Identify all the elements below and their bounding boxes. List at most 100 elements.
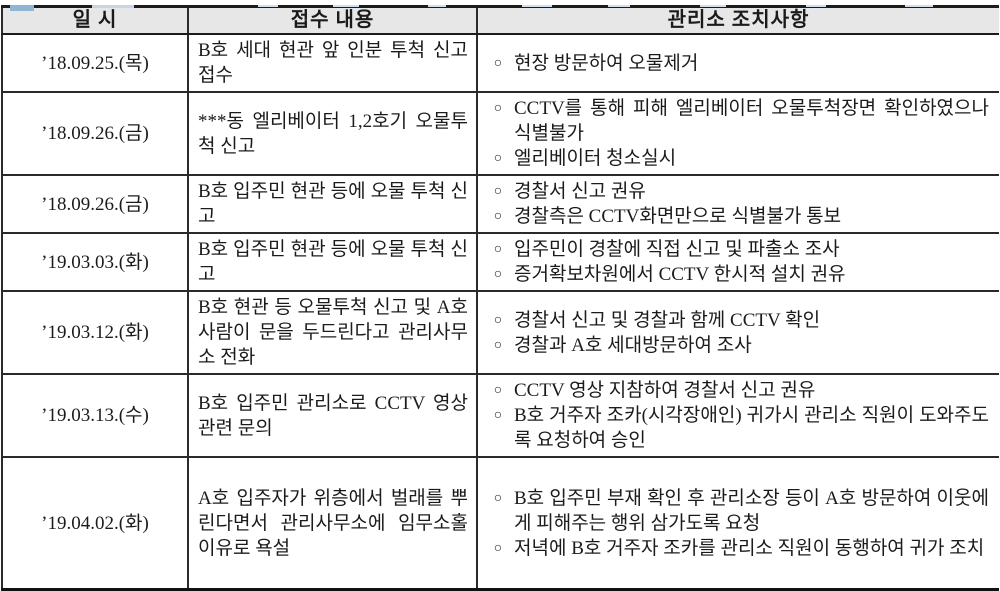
table-row: ’19.03.13.(수) B호 입주민 관리소로 CCTV 영상관련 문의 ○… — [2, 374, 999, 458]
action-text: 경찰과 A호 세대방문하여 조사 — [514, 334, 752, 356]
circle-bullet-icon: ○ — [493, 151, 503, 166]
scan-artifact — [905, 5, 933, 7]
action-item: ○ 경찰서 신고 및 경찰과 함께 CCTV 확인 — [482, 308, 993, 333]
scan-artifact — [258, 5, 278, 7]
date-cell: ’19.03.12.(화) — [2, 291, 189, 375]
complaint-log-table: 일 시 접수 내용 관리소 조치사항 ’18.09.25.(목) B호 세대 현… — [1, 5, 999, 591]
scan-artifact — [92, 5, 134, 8]
received-text: A호 입주자가 위층에서 벌래를 뿌린다면서 관리사무소에 임무소홀 이유로 욕… — [198, 487, 468, 559]
action-item: ○ B호 입주민 부재 확인 후 관리소장 등이 A호 방문하여 이웃에게 피해… — [482, 486, 993, 536]
action-list: ○ 입주민이 경찰에 직접 신고 및 파출소 조사 ○ 증거확보차원에서 CCT… — [478, 234, 999, 290]
date-text: ’19.03.12.(화) — [41, 322, 149, 343]
action-item: ○ 입주민이 경찰에 직접 신고 및 파출소 조사 — [482, 237, 993, 262]
received-cell: B호 입주민 관리소로 CCTV 영상관련 문의 — [188, 374, 478, 458]
action-item: ○ 경찰측은 CCTV화면만으로 식별불가 통보 — [482, 204, 993, 229]
action-text: 경찰서 신고 및 경찰과 함께 CCTV 확인 — [514, 309, 821, 331]
table-row: ’19.03.03.(화) B호 입주민 현관 등에 오물 투척 신고 ○ 입주… — [2, 233, 999, 292]
received-text: B호 입주민 현관 등에 오물 투척 신고 — [198, 239, 468, 285]
scan-artifact — [333, 5, 359, 7]
action-item: ○ 현장 방문하여 오물제거 — [482, 51, 993, 76]
received-cell: B호 입주민 현관 등에 오물 투척 신고 — [188, 175, 478, 234]
circle-bullet-icon: ○ — [493, 490, 503, 506]
action-item: ○ CCTV 영상 지참하여 경찰서 신고 권유 — [482, 378, 993, 403]
date-text: ’19.03.03.(화) — [41, 251, 149, 273]
column-header-date: 일 시 — [2, 6, 189, 35]
received-cell: A호 입주자가 위층에서 벌래를 뿌린다면서 관리사무소에 임무소홀 이유로 욕… — [188, 457, 478, 591]
circle-bullet-icon: ○ — [493, 101, 503, 116]
table-row: ’19.04.02.(화) A호 입주자가 위층에서 벌래를 뿌린다면서 관리사… — [2, 457, 999, 591]
action-text: B호 입주민 부재 확인 후 관리소장 등이 A호 방문하여 이웃에게 피해주는… — [514, 487, 989, 534]
received-text: B호 입주민 현관 등에 오물 투척 신고 — [198, 181, 468, 227]
action-text: B호 거주자 조카(시각장애인) 귀가시 관리소 직원이 도와주도록 요청하여 … — [514, 405, 989, 451]
action-text: CCTV를 통해 피해 엘리베이터 오물투척장면 확인하였으나 식별불가 — [514, 98, 989, 144]
action-list: ○ 경찰서 신고 및 경찰과 함께 CCTV 확인 ○ 경찰과 A호 세대방문하… — [478, 305, 999, 361]
column-header-actions: 관리소 조치사항 — [477, 6, 999, 35]
date-text: ’18.09.25.(목) — [41, 52, 149, 74]
action-text: CCTV 영상 지참하여 경찰서 신고 권유 — [514, 380, 816, 401]
circle-bullet-icon: ○ — [493, 267, 503, 282]
actions-cell: ○ CCTV를 통해 피해 엘리베이터 오물투척장면 확인하였으나 식별불가 ○… — [477, 92, 999, 176]
column-header-received: 접수 내용 — [188, 6, 478, 35]
table-row: ’18.09.26.(금) B호 입주민 현관 등에 오물 투척 신고 ○ 경찰… — [2, 175, 999, 234]
table-row: ’18.09.25.(목) B호 세대 현관 앞 인분 투척 신고 접수 ○ 현… — [2, 34, 999, 93]
circle-bullet-icon: ○ — [493, 184, 503, 199]
received-cell: B호 세대 현관 앞 인분 투척 신고 접수 — [188, 34, 478, 93]
action-list: ○ B호 입주민 부재 확인 후 관리소장 등이 A호 방문하여 이웃에게 피해… — [478, 483, 999, 564]
received-cell: B호 입주민 현관 등에 오물 투척 신고 — [188, 233, 478, 292]
received-cell: ***동 엘리베이터 1,2호기 오물투척 신고 — [188, 92, 478, 176]
action-text: 경찰측은 CCTV화면만으로 식별불가 통보 — [514, 206, 842, 227]
circle-bullet-icon: ○ — [493, 540, 503, 556]
action-item: ○ 증거확보차원에서 CCTV 한시적 설치 권유 — [482, 262, 993, 287]
scan-artifact — [700, 5, 726, 7]
table-row: ’19.03.12.(화) B호 현관 등 오물투척 신고 및 A호 사람이 문… — [2, 291, 999, 375]
actions-cell: ○ CCTV 영상 지참하여 경찰서 신고 권유 ○ B호 거주자 조카(시각장… — [477, 374, 999, 458]
circle-bullet-icon: ○ — [493, 312, 503, 328]
circle-bullet-icon: ○ — [493, 55, 503, 71]
scan-artifact — [522, 5, 552, 7]
circle-bullet-icon: ○ — [493, 209, 503, 224]
action-text: 증거확보차원에서 CCTV 한시적 설치 권유 — [514, 264, 846, 285]
action-list: ○ CCTV 영상 지참하여 경찰서 신고 권유 ○ B호 거주자 조카(시각장… — [478, 375, 999, 456]
received-cell: B호 현관 등 오물투척 신고 및 A호 사람이 문을 두드린다고 관리사무소 … — [188, 291, 478, 375]
action-list: ○ 경찰서 신고 권유 ○ 경찰측은 CCTV화면만으로 식별불가 통보 — [478, 176, 999, 232]
scan-artifact — [608, 5, 630, 7]
received-text: B호 입주민 관리소로 CCTV 영상관련 문의 — [198, 392, 468, 439]
date-cell: ’18.09.26.(금) — [2, 175, 189, 234]
action-item: ○ B호 거주자 조카(시각장애인) 귀가시 관리소 직원이 도와주도록 요청하… — [482, 403, 993, 453]
received-text: ***동 엘리베이터 1,2호기 오물투척 신고 — [198, 110, 468, 157]
scan-artifact — [428, 5, 446, 7]
received-text: B호 현관 등 오물투척 신고 및 A호 사람이 문을 두드린다고 관리사무소 … — [198, 297, 468, 368]
actions-cell: ○ 경찰서 신고 및 경찰과 함께 CCTV 확인 ○ 경찰과 A호 세대방문하… — [477, 291, 999, 375]
action-item: ○ 저녁에 B호 거주자 조카를 관리소 직원이 동행하여 귀가 조치 — [482, 536, 993, 561]
date-cell: ’18.09.25.(목) — [2, 34, 189, 93]
actions-cell: ○ 입주민이 경찰에 직접 신고 및 파출소 조사 ○ 증거확보차원에서 CCT… — [477, 233, 999, 292]
action-item: ○ CCTV를 통해 피해 엘리베이터 오물투척장면 확인하였으나 식별불가 — [482, 96, 993, 146]
action-text: 저녁에 B호 거주자 조카를 관리소 직원이 동행하여 귀가 조치 — [514, 537, 985, 559]
date-cell: ’19.04.02.(화) — [2, 457, 189, 591]
scan-artifact — [806, 5, 826, 7]
action-text: 입주민이 경찰에 직접 신고 및 파출소 조사 — [514, 239, 840, 260]
circle-bullet-icon: ○ — [493, 383, 503, 398]
actions-cell: ○ 경찰서 신고 권유 ○ 경찰측은 CCTV화면만으로 식별불가 통보 — [477, 175, 999, 234]
date-text: ’19.04.02.(화) — [41, 512, 149, 534]
circle-bullet-icon: ○ — [493, 242, 503, 257]
table-header-row: 일 시 접수 내용 관리소 조치사항 — [2, 6, 999, 35]
table-row: ’18.09.26.(금) ***동 엘리베이터 1,2호기 오물투척 신고 ○… — [2, 92, 999, 176]
received-text: B호 세대 현관 앞 인분 투척 신고 접수 — [198, 40, 468, 86]
actions-cell: ○ 현장 방문하여 오물제거 — [477, 34, 999, 93]
date-cell: ’19.03.13.(수) — [2, 374, 189, 458]
circle-bullet-icon: ○ — [493, 408, 503, 423]
date-cell: ’18.09.26.(금) — [2, 92, 189, 176]
action-text: 현장 방문하여 오물제거 — [514, 52, 699, 74]
action-list: ○ CCTV를 통해 피해 엘리베이터 오물투척장면 확인하였으나 식별불가 ○… — [478, 93, 999, 174]
date-text: ’19.03.13.(수) — [41, 405, 149, 426]
action-item: ○ 엘리베이터 청소실시 — [482, 146, 993, 171]
action-text: 엘리베이터 청소실시 — [514, 148, 677, 169]
actions-cell: ○ B호 입주민 부재 확인 후 관리소장 등이 A호 방문하여 이웃에게 피해… — [477, 457, 999, 591]
action-item: ○ 경찰서 신고 권유 — [482, 179, 993, 204]
date-cell: ’19.03.03.(화) — [2, 233, 189, 292]
scan-artifact — [10, 5, 34, 11]
action-list: ○ 현장 방문하여 오물제거 — [478, 48, 999, 79]
action-item: ○ 경찰과 A호 세대방문하여 조사 — [482, 333, 993, 358]
action-text: 경찰서 신고 권유 — [514, 181, 646, 202]
